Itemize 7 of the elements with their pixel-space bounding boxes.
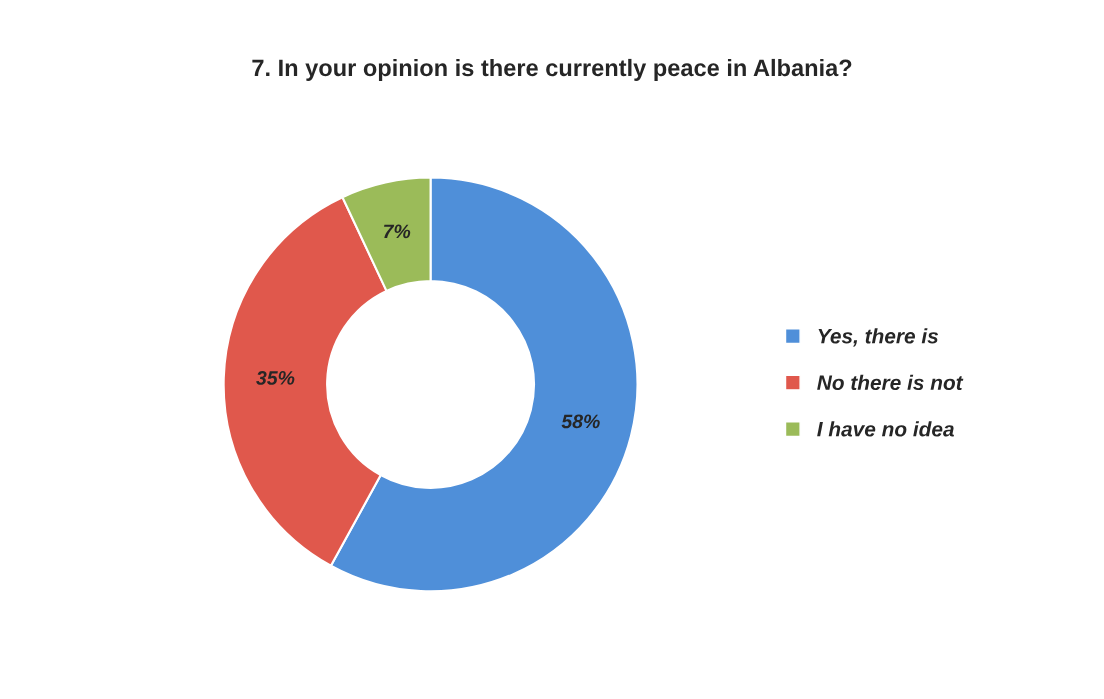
data-label: 35% bbox=[256, 371, 295, 385]
legend-label: Yes, there is bbox=[818, 328, 939, 347]
legend-label: No there is not bbox=[817, 374, 964, 391]
data-label: 58% bbox=[561, 414, 600, 429]
chart-title: 7. In your opinion is there currently peace in Albania? bbox=[252, 58, 852, 81]
legend-label: I have no idea bbox=[817, 421, 954, 437]
data-label: 7% bbox=[384, 224, 411, 239]
